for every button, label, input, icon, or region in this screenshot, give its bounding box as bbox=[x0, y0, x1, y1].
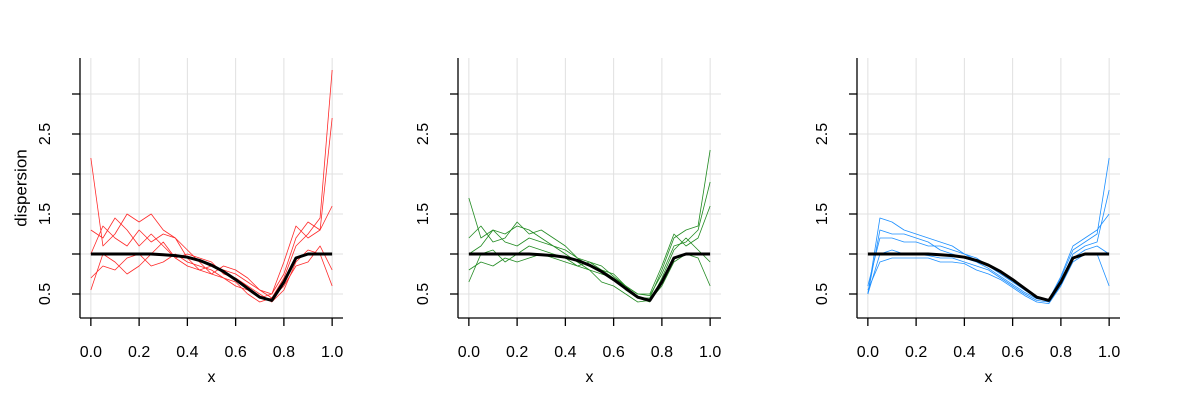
x-tick-label: 0.8 bbox=[1050, 344, 1072, 361]
x-tick-label: 0.2 bbox=[128, 344, 150, 361]
y-tick-label: 1.5 bbox=[415, 203, 432, 225]
x-axis-label: x bbox=[208, 369, 216, 386]
y-tick-label: 2.5 bbox=[37, 123, 54, 145]
series-line bbox=[90, 241, 333, 303]
series-line bbox=[468, 252, 711, 302]
y-tick-label: 0.5 bbox=[415, 283, 432, 305]
panel: 0.5 1.5 2.5 0.0 0.2 0.4 0.6 0.8 1.0 x bbox=[814, 58, 1120, 386]
x-tick-label: 0.4 bbox=[953, 344, 975, 361]
y-tick-label: 2.5 bbox=[814, 123, 831, 145]
x-axis-label: x bbox=[985, 369, 993, 386]
x-tick-label: 0.0 bbox=[80, 344, 102, 361]
x-tick-label: 0.4 bbox=[554, 344, 576, 361]
y-tick-label: 0.5 bbox=[37, 283, 54, 305]
x-tick-label: 0.6 bbox=[603, 344, 625, 361]
y-tick-label: 1.5 bbox=[814, 203, 831, 225]
x-tick-label: 0.0 bbox=[857, 344, 879, 361]
y-tick-label: 2.5 bbox=[415, 123, 432, 145]
y-tick-label: 0.5 bbox=[814, 283, 831, 305]
x-tick-label: 0.6 bbox=[225, 344, 247, 361]
y-axis-label: dispersion bbox=[11, 149, 30, 227]
series-line bbox=[90, 245, 333, 303]
series-line bbox=[90, 69, 333, 299]
x-tick-label: 0.2 bbox=[506, 344, 528, 361]
x-tick-label: 0.0 bbox=[458, 344, 480, 361]
series-line bbox=[468, 149, 711, 299]
series-line bbox=[90, 117, 333, 295]
x-tick-label: 0.4 bbox=[176, 344, 198, 361]
x-tick-label: 1.0 bbox=[321, 344, 343, 361]
x-tick-label: 0.8 bbox=[651, 344, 673, 361]
series-line bbox=[867, 189, 1110, 301]
series-line bbox=[867, 157, 1110, 301]
x-tick-label: 1.0 bbox=[699, 344, 721, 361]
x-tick-label: 0.8 bbox=[273, 344, 295, 361]
y-tick-label: 1.5 bbox=[37, 203, 54, 225]
series-line bbox=[90, 252, 333, 302]
series-line bbox=[468, 181, 711, 297]
x-axis-label: x bbox=[586, 369, 594, 386]
panel: 0.5 1.5 2.5 0.0 0.2 0.4 0.6 0.8 1.0 x dispersion bbox=[11, 58, 343, 386]
series-line bbox=[90, 205, 333, 299]
x-tick-label: 0.6 bbox=[1002, 344, 1024, 361]
series-line bbox=[867, 252, 1110, 302]
x-tick-label: 0.2 bbox=[905, 344, 927, 361]
x-tick-label: 1.0 bbox=[1098, 344, 1120, 361]
panel: 0.5 1.5 2.5 0.0 0.2 0.4 0.6 0.8 1.0 x bbox=[415, 58, 721, 386]
